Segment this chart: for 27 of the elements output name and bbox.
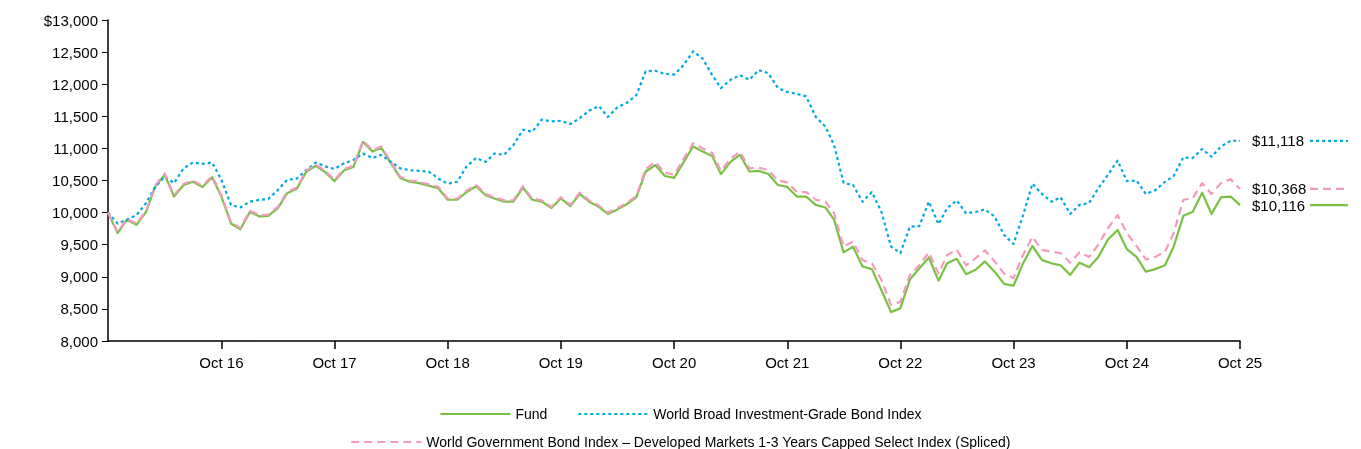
x-tick-label: Oct 19 bbox=[538, 354, 583, 371]
annotation: $10,116 bbox=[1252, 196, 1306, 214]
y-tick-label: 9,000 bbox=[60, 268, 98, 286]
y-tick-label: 10,000 bbox=[52, 204, 98, 222]
x-tick-label: Oct 18 bbox=[425, 354, 470, 371]
y-tick-label: 8,500 bbox=[60, 300, 98, 318]
y-tick-label: $13,000 bbox=[43, 11, 98, 29]
legend-label: Fund bbox=[515, 406, 548, 422]
legend-label: World Government Bond Index – Developed Markets 1-3 Years Capped Select Index (Spliced) bbox=[426, 434, 1011, 449]
x-tick-label: Oct 16 bbox=[199, 354, 244, 371]
y-tick-label: 9,500 bbox=[60, 236, 98, 254]
y-tick-label: 8,000 bbox=[60, 332, 98, 350]
y-tick-label: 12,000 bbox=[52, 75, 98, 93]
legend-label: World Broad Investment-Grade Bond Index bbox=[653, 406, 922, 422]
y-tick-label: 10,500 bbox=[52, 172, 98, 189]
y-tick-label: 12,500 bbox=[52, 43, 98, 61]
y-tick-label: 11,500 bbox=[53, 107, 98, 125]
x-tick-label: Oct 21 bbox=[765, 354, 810, 371]
x-tick-label: Oct 24 bbox=[1104, 354, 1149, 371]
x-tick-label: Oct 20 bbox=[652, 354, 697, 371]
x-tick-label: Oct 23 bbox=[991, 354, 1036, 371]
x-tick-label: Oct 17 bbox=[312, 354, 357, 371]
annotation: $10,368 bbox=[1252, 180, 1307, 198]
y-tick-label: 11,000 bbox=[53, 139, 98, 157]
x-tick-label: Oct 22 bbox=[878, 354, 923, 371]
annotation: $11,118 bbox=[1252, 132, 1304, 150]
x-tick-label: Oct 25 bbox=[1217, 354, 1263, 371]
